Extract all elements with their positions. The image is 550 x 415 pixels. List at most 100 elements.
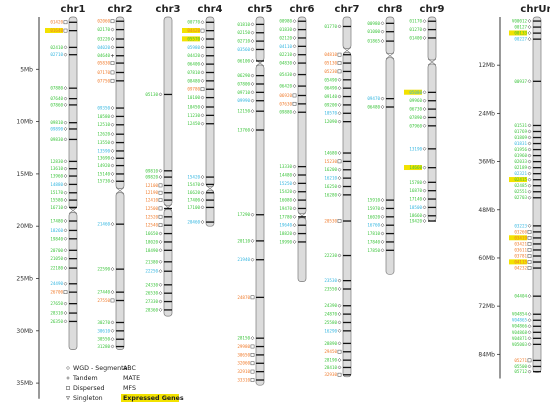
gene-label: 01865: [367, 39, 380, 44]
dispersed-marker: [527, 254, 532, 258]
dispersed-marker: [250, 361, 255, 366]
segmental-marker: [422, 205, 427, 210]
gene-label: 16210: [324, 176, 337, 181]
gene-band: [164, 176, 172, 178]
gene-label: 05130: [324, 61, 337, 66]
gene-label: 17140: [409, 197, 422, 202]
segmental-marker: [250, 257, 255, 262]
chromosome-arm-p: [385, 16, 395, 55]
gene-label: 28310: [50, 311, 63, 316]
gene-label: 21940: [237, 257, 250, 262]
segmental-marker: [63, 281, 68, 286]
gene-label: 17810: [367, 231, 380, 236]
gene-label: V04871: [512, 336, 528, 341]
segmental-marker: [337, 176, 342, 181]
gene-band: [206, 183, 214, 186]
segmental-marker: [158, 239, 163, 244]
gene-band: [164, 192, 172, 194]
gene-label: 07630: [279, 101, 292, 106]
gene-band: [343, 305, 351, 307]
gene-band: [256, 74, 264, 77]
gene-band: [533, 148, 541, 151]
segmental-marker: [63, 205, 68, 210]
gene-label: 16080: [279, 198, 292, 203]
segmental-marker: [527, 153, 532, 158]
gene-label: 05080: [409, 90, 422, 95]
gene-label: 24870: [324, 312, 337, 317]
segmental-marker: [158, 168, 163, 173]
dispersed-marker: [110, 19, 115, 24]
gene-band: [206, 71, 214, 74]
chromosome-title: chrUn: [520, 4, 550, 15]
segmental-marker: [66, 366, 70, 370]
segmental-marker: [110, 122, 115, 127]
segmental-marker: [292, 181, 297, 186]
dispersed-marker: [527, 242, 532, 246]
gene-band: [298, 232, 306, 235]
gene-band: [116, 46, 124, 49]
gene-band: [533, 359, 541, 362]
gene-band: [116, 299, 124, 302]
gene-band: [533, 80, 541, 82]
gene-label: 01830: [279, 27, 292, 32]
dispersed-marker: [250, 344, 255, 349]
gene-label: 09890: [50, 126, 63, 131]
gene-label: 28890: [324, 341, 337, 346]
gene-label: 26350: [50, 319, 63, 324]
segmental-marker: [250, 90, 255, 95]
segmental-marker: [63, 198, 68, 203]
gene-band: [533, 173, 541, 175]
dispersed-marker: [337, 69, 342, 74]
dispersed-marker: [337, 372, 342, 377]
gene-band: [298, 207, 306, 210]
segmental-marker: [63, 219, 68, 223]
gene-label: 05830: [97, 61, 110, 66]
segmental-marker: [158, 92, 163, 97]
gene-label: 24490: [50, 281, 63, 286]
gene-label: 07880: [50, 86, 63, 91]
gene-label: 01770: [324, 24, 337, 29]
chrun-axis-tick-label: 48Mb: [478, 207, 495, 214]
segmental-marker: [527, 123, 532, 128]
gene-label: V04865: [512, 318, 528, 323]
gene-band: [256, 259, 264, 261]
segmental-marker: [63, 301, 68, 306]
gene-band: [116, 115, 124, 118]
gene-band: [69, 320, 77, 323]
gene-label: 01810: [237, 22, 250, 27]
gene-band: [343, 121, 351, 123]
segmental-marker: [527, 19, 532, 23]
segmental-marker: [337, 253, 342, 258]
gene-band: [164, 184, 172, 187]
chromosome-arm-p: [163, 16, 173, 206]
dispersed-marker: [250, 378, 255, 382]
gene-band: [533, 325, 541, 327]
chromosome-arm-p: [255, 16, 265, 62]
gene-band: [343, 87, 351, 89]
segmental-marker: [200, 121, 205, 126]
gene-label: 09830: [50, 137, 63, 142]
segmental-marker: [200, 37, 205, 41]
gene-label: 12090: [324, 119, 337, 124]
dispersed-marker: [337, 159, 342, 164]
chromosome-title: chr4: [198, 4, 223, 15]
segmental-marker: [200, 45, 205, 50]
chromosome-arm-p: [115, 16, 125, 189]
gene-label: 05980: [187, 45, 200, 50]
gene-label: 20110: [237, 238, 250, 243]
gene-band: [533, 261, 541, 263]
gene-label: 12150: [237, 109, 250, 114]
chromosome-arm-q: [427, 63, 437, 222]
segmental-marker: [200, 70, 205, 75]
gene-band: [69, 249, 77, 251]
segmental-marker: [63, 190, 68, 195]
gene-label: 21380: [145, 259, 158, 264]
gene-band: [69, 303, 77, 305]
gene-label: 33310: [237, 377, 250, 382]
gene-label: 14480: [279, 172, 292, 177]
gene-label: 07640: [50, 96, 63, 101]
gene-label: 29450: [324, 349, 337, 354]
dispersed-marker: [200, 87, 205, 92]
chromosome-arm-q: [163, 209, 173, 317]
